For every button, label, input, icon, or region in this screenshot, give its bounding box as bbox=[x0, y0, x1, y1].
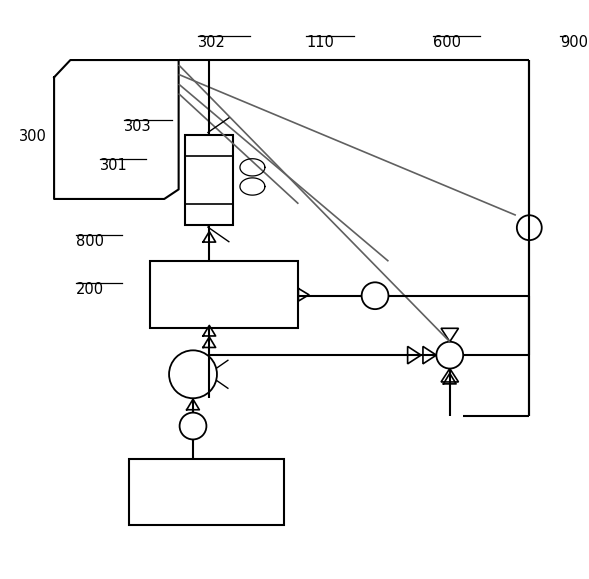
Bar bbox=[129, 459, 284, 525]
Circle shape bbox=[517, 215, 542, 240]
Text: 200: 200 bbox=[76, 283, 104, 297]
Text: 900: 900 bbox=[560, 35, 588, 50]
Bar bbox=[150, 261, 299, 328]
Circle shape bbox=[169, 350, 217, 398]
Circle shape bbox=[362, 283, 389, 309]
Text: 110: 110 bbox=[306, 35, 334, 50]
Circle shape bbox=[180, 413, 206, 439]
Circle shape bbox=[436, 342, 463, 369]
Text: 301: 301 bbox=[100, 157, 128, 173]
Text: 800: 800 bbox=[76, 234, 104, 250]
Text: 600: 600 bbox=[432, 35, 461, 50]
Text: 302: 302 bbox=[198, 35, 226, 50]
Text: 303: 303 bbox=[124, 119, 151, 134]
Text: 300: 300 bbox=[19, 129, 47, 144]
Bar bbox=[186, 135, 233, 225]
